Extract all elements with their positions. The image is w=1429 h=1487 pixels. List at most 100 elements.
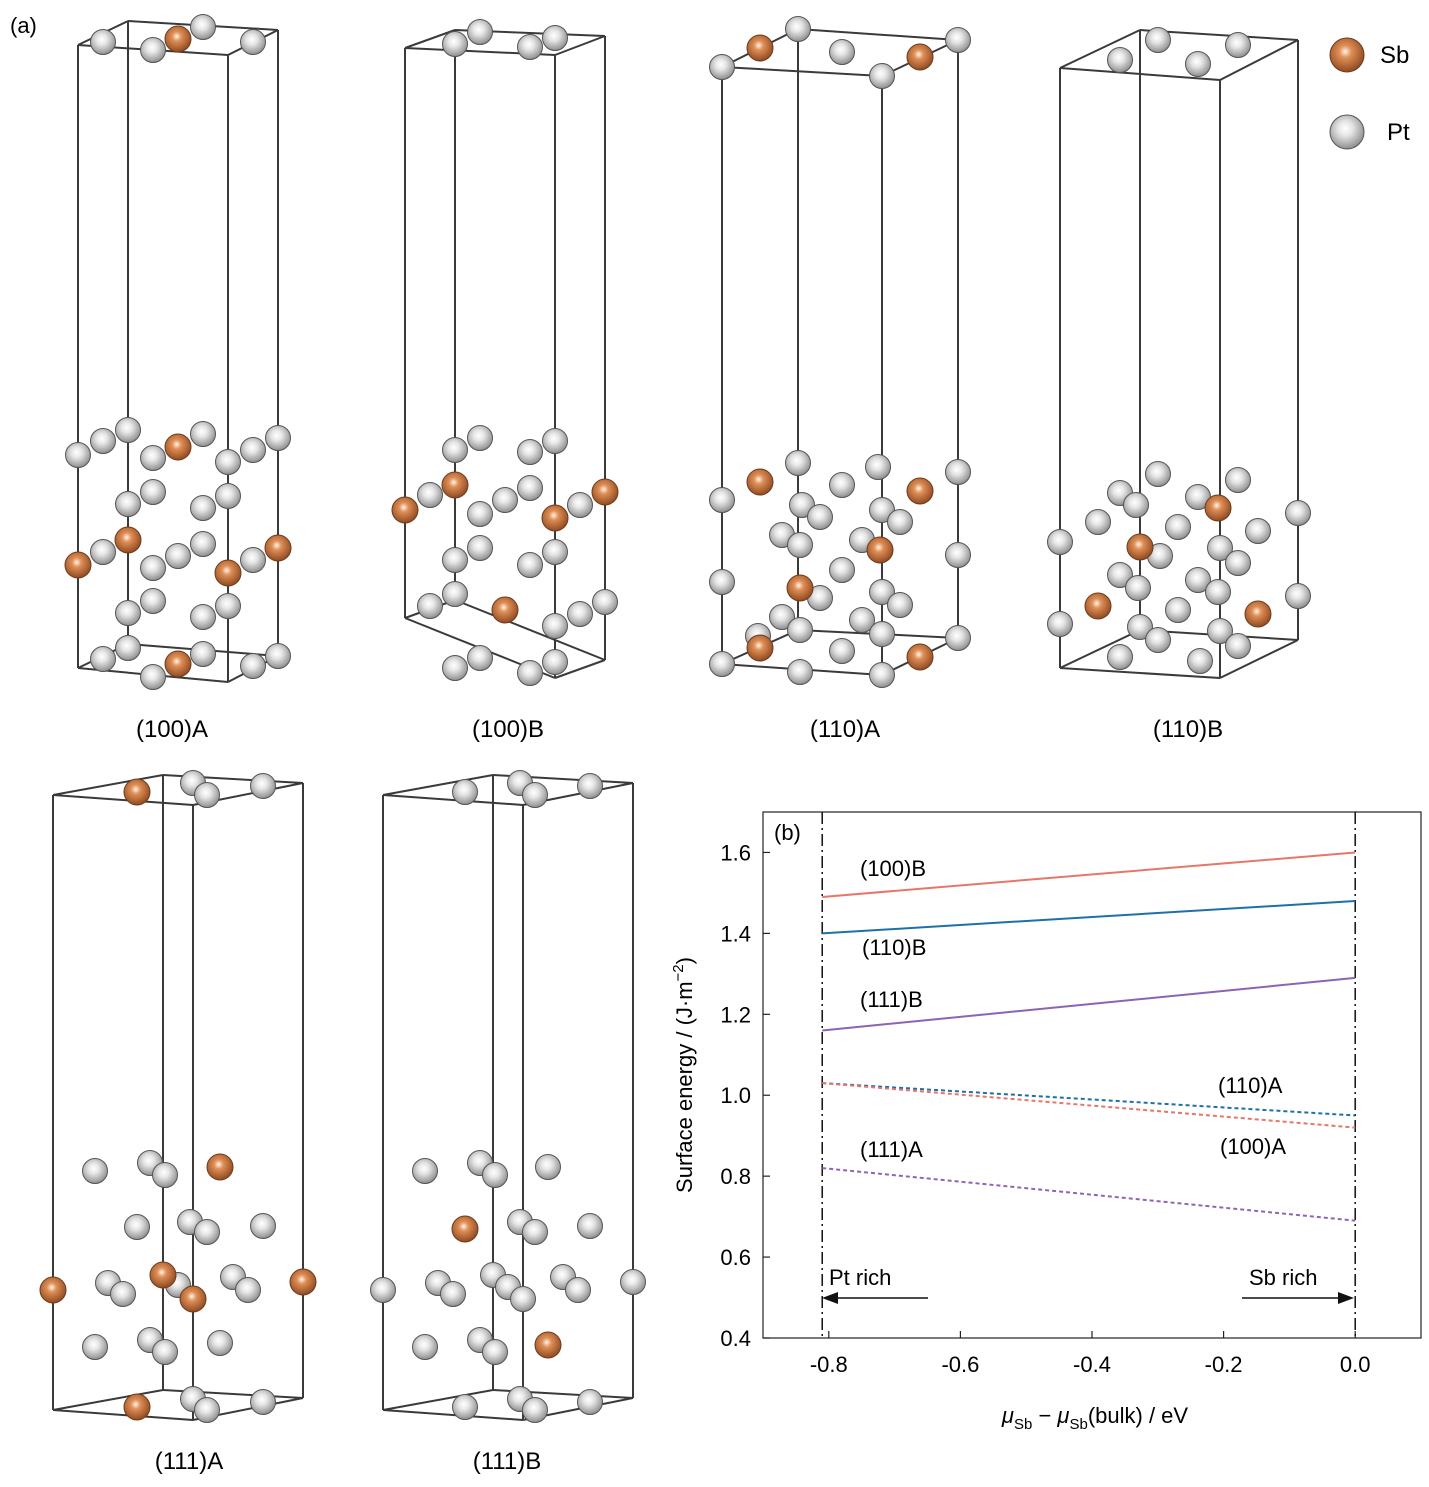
pt-atom: [887, 509, 913, 535]
pt-atom: [265, 425, 291, 451]
y-tick-label: 1.6: [720, 840, 751, 865]
pt-atom: [1165, 597, 1191, 623]
sb-atom: [1126, 533, 1154, 561]
pt-atom: [869, 662, 895, 688]
pt-atom: [517, 475, 543, 501]
sb-atom: [786, 574, 814, 602]
pt-atom: [467, 19, 493, 45]
pt-atom: [1127, 614, 1153, 640]
pt-atom: [215, 593, 241, 619]
pt-atom: [194, 1397, 220, 1423]
pt-atom: [1085, 509, 1111, 535]
pt-atom: [577, 1213, 603, 1239]
pt-atom: [190, 604, 216, 630]
cell-edge: [404, 29, 456, 49]
pt-atom: [1125, 575, 1151, 601]
pt-atom: [1185, 51, 1211, 77]
x-axis-ticks: -0.8 -0.6 -0.4 -0.2 0.0: [810, 1331, 1370, 1377]
cell-edge: [382, 774, 494, 796]
sb-atom: [906, 43, 934, 71]
pt-atom: [1145, 27, 1171, 53]
series-label-100b: (100)B: [860, 856, 926, 881]
pt-atom: [250, 773, 276, 799]
pt-atom: [65, 442, 91, 468]
x-tick-label: -0.8: [810, 1352, 848, 1377]
cell-110b: [1047, 27, 1311, 679]
pt-atom: [522, 1397, 548, 1423]
structure-label-111b: (111)B: [473, 1448, 541, 1475]
pt-atom: [787, 659, 813, 685]
pt-atom: [1047, 611, 1073, 637]
annotation-sb-rich-label: Sb rich: [1249, 1265, 1317, 1290]
pt-atom: [190, 641, 216, 667]
pt-atom: [1225, 32, 1251, 58]
plot-frame: [762, 811, 1422, 1339]
pt-atom: [785, 16, 811, 42]
sb-atom: [1244, 600, 1272, 628]
series-labels: (100)B (110)B (111)B (110)A (100)A (111)…: [860, 856, 1286, 1162]
pt-atom: [442, 437, 468, 463]
pt-atom: [90, 646, 116, 672]
sb-atom-icon: [1329, 37, 1365, 73]
pt-atom: [115, 635, 141, 661]
pt-atom: [829, 557, 855, 583]
pt-atom: [165, 543, 191, 569]
pt-atom: [522, 1219, 548, 1245]
pt-atom: [140, 479, 166, 505]
sb-atom: [534, 1331, 562, 1359]
pt-atom: [240, 547, 266, 573]
pt-atom: [785, 450, 811, 476]
pt-atom: [709, 651, 735, 677]
pt-atom: [1107, 644, 1133, 670]
pt-atom: [190, 14, 216, 40]
pt-atom: [240, 653, 266, 679]
cell-edge: [382, 1409, 524, 1421]
pt-atom: [90, 539, 116, 565]
sb-atom: [746, 34, 774, 62]
sb-rich-arrow-head: [1338, 1292, 1354, 1304]
sb-atom: [64, 551, 92, 579]
pt-atom: [517, 552, 543, 578]
sb-atom: [164, 650, 192, 678]
structure-label-100b: (100)B: [472, 716, 544, 743]
series-line-111b: [822, 976, 1356, 1032]
structure-label-110a: (110)A: [810, 716, 880, 743]
sb-atom: [214, 559, 242, 587]
pt-atom: [1123, 492, 1149, 518]
pt-atom: [482, 1339, 508, 1365]
pt-atom: [1205, 579, 1231, 605]
pt-atom: [565, 1277, 591, 1303]
series-line-100a: [822, 1082, 1356, 1129]
pt-atom: [412, 1334, 438, 1360]
surface-energy-chart: (b) -0.8 -0.6 -0.4 -0.2 0.0 0.4 0.6 0.8 1.0 1.2 1…: [670, 811, 1422, 1433]
pt-atom: [467, 425, 493, 451]
cell-100b: [391, 19, 619, 686]
cell-edge: [454, 599, 606, 661]
pt-atom: [945, 542, 971, 568]
pt-atom: [215, 483, 241, 509]
pt-atom: [945, 625, 971, 651]
series-label-100a: (100)A: [1220, 1134, 1286, 1159]
cell-edge: [797, 28, 959, 41]
pt-atom: [517, 660, 543, 686]
structure-label-111a: (111)A: [155, 1448, 223, 1475]
series-line-110a: [822, 1082, 1356, 1117]
y-axis-label: Surface energy / (J·m−2): [670, 957, 697, 1193]
pt-atom: [709, 569, 735, 595]
pt-atom: [115, 600, 141, 626]
sb-atom: [866, 536, 894, 564]
cell-edge: [1219, 639, 1299, 679]
pt-atom: [542, 539, 568, 565]
y-tick-label: 0.4: [720, 1326, 751, 1351]
pt-atom: [517, 439, 543, 465]
pt-atom: [577, 1389, 603, 1415]
pt-atom: [492, 487, 518, 513]
pt-atom: [510, 1286, 536, 1312]
pt-atom: [1225, 467, 1251, 493]
sb-atom: [206, 1153, 234, 1181]
pt-atom: [1145, 461, 1171, 487]
pt-atom: [452, 1394, 478, 1420]
pt-atom: [140, 664, 166, 690]
cell-edge: [721, 66, 883, 77]
pt-atom: [829, 39, 855, 65]
